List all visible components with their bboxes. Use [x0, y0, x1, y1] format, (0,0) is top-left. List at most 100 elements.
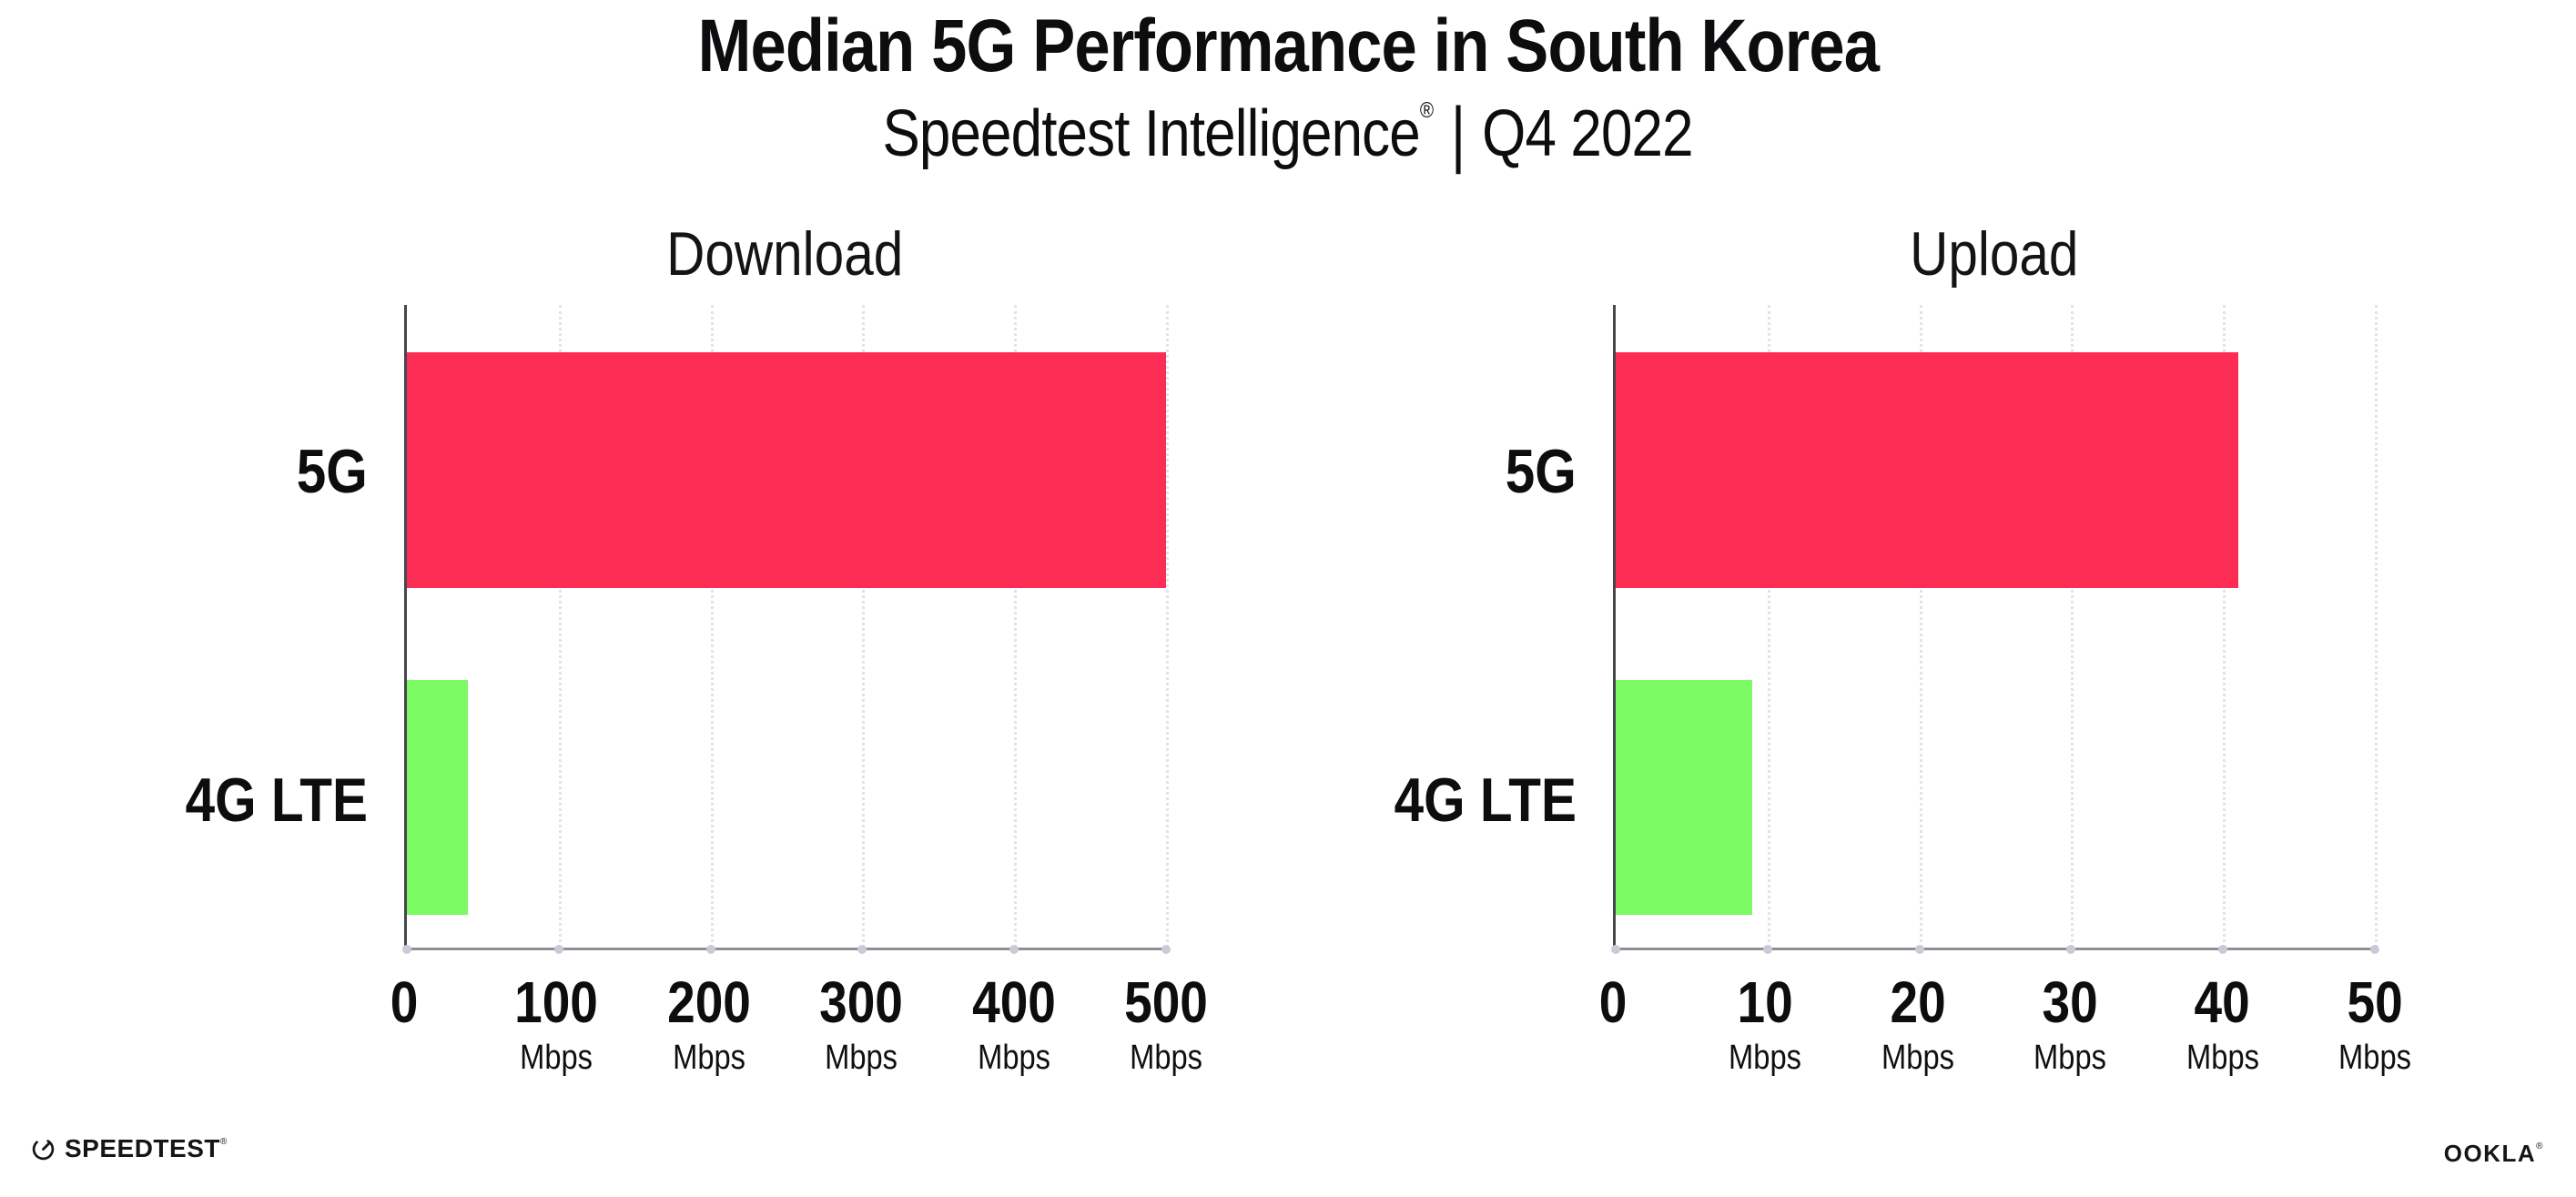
bar-5g-upload	[1616, 352, 2238, 588]
x-tick-value: 100	[508, 969, 605, 1035]
x-tick-label-0: 0	[388, 969, 421, 1035]
x-tick-value-text: 100	[514, 969, 599, 1035]
x-tick-label-50: 50 Mbps	[2333, 969, 2418, 1078]
download-chart-title-text: Download	[666, 219, 904, 289]
x-tick-unit-text: Mbps	[977, 1039, 1050, 1078]
x-tick-value: 50	[2333, 969, 2418, 1035]
page-subtitle: Speedtest Intelligence® | Q4 2022	[0, 93, 2576, 175]
axis-tick-dot-20	[1914, 945, 1924, 954]
x-tick-value: 40	[2180, 969, 2265, 1035]
speedtest-registered-mark: ®	[219, 1137, 228, 1147]
x-tick-label-30: 30 Mbps	[2028, 969, 2113, 1078]
gridline-300	[862, 305, 866, 948]
x-tick-unit: Mbps	[965, 1039, 1062, 1078]
gridline-200	[710, 305, 714, 948]
gridline-50	[2375, 305, 2378, 948]
download-plot-area	[402, 305, 1171, 954]
category-label-text: 4G LTE	[1394, 766, 1577, 835]
x-tick-label-300: 300 Mbps	[813, 969, 910, 1078]
x-tick-label-0: 0	[1597, 969, 1629, 1035]
download-x-axis-labels: 0 100 Mbps 200 Mbps 300 Mbps 400 Mbps 500 Mbps	[390, 969, 1208, 1127]
download-chart-title: Download	[404, 218, 1166, 289]
x-tick-value-text: 500	[1124, 969, 1208, 1035]
axis-tick-dot-10	[1762, 945, 1772, 954]
x-tick-value: 30	[2028, 969, 2113, 1035]
x-tick-label-10: 10 Mbps	[1723, 971, 1808, 1078]
x-tick-value-text: 400	[971, 969, 1056, 1035]
speedtest-gauge-icon	[32, 1138, 55, 1160]
x-tick-unit-text: Mbps	[672, 1039, 745, 1078]
x-tick-unit-text: Mbps	[1130, 1039, 1202, 1078]
subtitle-period: Q4 2022	[1482, 97, 1694, 170]
x-tick-value-text: 0	[390, 969, 419, 1035]
subtitle-inner: Speedtest Intelligence® | Q4 2022	[882, 93, 1694, 175]
x-tick-unit: Mbps	[1118, 1039, 1215, 1078]
axis-tick-dot-200	[705, 945, 715, 954]
ookla-logo: OOKLA®	[2444, 1140, 2544, 1168]
x-tick-label-200: 200 Mbps	[660, 971, 757, 1078]
bar-4g-lte-download	[407, 679, 468, 915]
ookla-registered-mark: ®	[2536, 1141, 2544, 1151]
speedtest-logo: SPEEDTEST®	[31, 1134, 228, 1163]
x-tick-value: 0	[388, 969, 421, 1035]
x-tick-unit: Mbps	[660, 1039, 757, 1078]
axis-tick-dot-0	[402, 945, 411, 954]
gridline-500	[1166, 305, 1169, 948]
gridline-40	[2223, 305, 2226, 948]
category-label-text: 5G	[1505, 437, 1577, 506]
x-tick-unit-text: Mbps	[1881, 1039, 1954, 1078]
x-tick-value-text: 300	[819, 969, 904, 1035]
speedtest-wordmark: SPEEDTEST®	[65, 1134, 228, 1163]
x-tick-unit-text: Mbps	[1729, 1039, 1802, 1078]
x-tick-unit: Mbps	[508, 1039, 605, 1078]
ookla-wordmark: OOKLA	[2443, 1140, 2537, 1167]
bar-4g-lte-upload	[1616, 679, 1753, 915]
download-chart: Download 0 100 Mbps 200 Mbps 300 Mbps 400 Mbps 50…	[186, 218, 1208, 1129]
upload-chart-title-text: Upload	[1909, 219, 2079, 289]
x-tick-value: 10	[1723, 971, 1808, 1033]
axis-tick-dot-100	[553, 945, 563, 954]
x-tick-label-100: 100 Mbps	[508, 969, 605, 1078]
x-tick-value-text: 0	[1598, 969, 1628, 1035]
x-tick-value: 20	[1875, 969, 1960, 1035]
page-title: Median 5G Performance in South Korea	[0, 4, 2576, 89]
x-tick-unit-text: Mbps	[2338, 1039, 2411, 1078]
category-label-4g-lte: 4G LTE	[90, 758, 368, 842]
subtitle-brand: Speedtest Intelligence	[882, 97, 1421, 170]
axis-tick-dot-500	[1161, 945, 1171, 954]
gridline-30	[2071, 305, 2074, 948]
x-tick-value: 300	[813, 969, 910, 1035]
x-tick-unit-text: Mbps	[825, 1039, 898, 1078]
category-label-5g: 5G	[1299, 430, 1577, 513]
category-label-5g: 5G	[90, 430, 368, 513]
x-tick-unit: Mbps	[2180, 1039, 2265, 1078]
x-tick-value: 200	[660, 971, 757, 1033]
category-label-4g-lte: 4G LTE	[1299, 758, 1577, 842]
x-tick-value-text: 20	[1890, 969, 1946, 1035]
gridline-400	[1014, 305, 1018, 948]
category-label-text: 5G	[296, 437, 368, 506]
x-tick-value-text: 30	[2042, 969, 2098, 1035]
page-title-text: Median 5G Performance in South Korea	[697, 5, 1879, 87]
x-tick-unit: Mbps	[2028, 1039, 2113, 1078]
axis-tick-dot-0	[1611, 945, 1620, 954]
upload-x-axis-labels: 0 10 Mbps 20 Mbps 30 Mbps 40 Mbps 50 Mbps	[1599, 969, 2411, 1127]
axis-tick-dot-400	[1009, 945, 1019, 954]
registered-mark: ®	[1420, 98, 1435, 123]
upload-chart: Upload 0 10 Mbps 20 Mbps 30 Mbps 40 Mbps 50 Mbps 5…	[1394, 218, 2411, 1129]
axis-tick-dot-50	[2370, 945, 2379, 954]
x-tick-unit-text: Mbps	[520, 1039, 593, 1078]
x-tick-value-text: 50	[2347, 969, 2403, 1035]
x-tick-unit: Mbps	[1875, 1039, 1960, 1078]
x-tick-unit: Mbps	[813, 1039, 910, 1078]
axis-tick-dot-300	[857, 945, 867, 954]
subtitle-divider: |	[1451, 93, 1465, 175]
x-tick-label-40: 40 Mbps	[2180, 969, 2265, 1078]
x-tick-value: 500	[1118, 969, 1215, 1035]
category-label-text: 4G LTE	[185, 766, 368, 835]
x-tick-unit-text: Mbps	[2186, 1039, 2259, 1078]
x-tick-unit: Mbps	[1723, 1039, 1808, 1078]
x-tick-unit: Mbps	[2333, 1039, 2418, 1078]
x-tick-value-text: 40	[2194, 969, 2251, 1035]
